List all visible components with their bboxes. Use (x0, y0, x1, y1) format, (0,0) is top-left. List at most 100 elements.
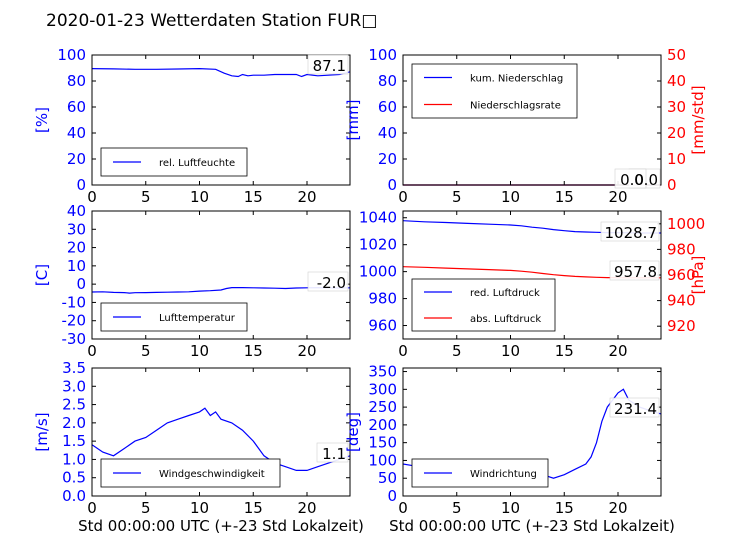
y-right-tick-label: 1000 (667, 215, 705, 233)
x-tick-label: 5 (141, 342, 151, 360)
y-tick-label: 1020 (359, 236, 397, 254)
legend-label-temperature-0: Lufttemperatur (159, 313, 236, 324)
y-tick-label: 60 (378, 98, 397, 116)
x-tick-label: 0 (87, 342, 97, 360)
y-tick-label: 40 (378, 124, 397, 142)
y-axis-label: [m/s] (33, 412, 51, 451)
y-right-tick-label: 0 (667, 176, 677, 194)
y-right-tick-label: 50 (667, 46, 686, 64)
y-tick-label: 0.0 (62, 487, 86, 505)
annotation-value-precipitation-1: 0.0 (620, 171, 644, 189)
x-tick-label: 0 (398, 342, 408, 360)
y-tick-label: 20 (378, 150, 397, 168)
y-tick-label: 80 (67, 72, 86, 90)
legend-box-precipitation (411, 63, 578, 119)
y-tick-label: 3.5 (62, 359, 86, 377)
y-right-tick-label: 20 (667, 124, 686, 142)
legend-label-wind_speed-0: Windgeschwindigkeit (159, 469, 265, 480)
y-tick-label: 40 (67, 202, 86, 220)
x-tick-label: 20 (608, 499, 627, 517)
x-tick-label: 15 (555, 342, 574, 360)
series-line-humidity-0 (91, 67, 351, 78)
y-tick-label: 200 (368, 416, 397, 434)
annotation-box-temperature-0 (307, 271, 349, 292)
legend-label-pressure-0: red. Luftdruck (470, 288, 540, 299)
y-tick-label: 3.0 (62, 377, 86, 395)
panel-wind_direction (402, 367, 662, 497)
y-axis-label: [deg] (344, 412, 362, 452)
x-tick-label: 10 (190, 342, 209, 360)
figure-title: 2020-01-23 Wetterdaten Station FUR□ (46, 11, 377, 31)
y-tick-label: 2.5 (62, 396, 86, 414)
y-right-tick-label: 40 (667, 72, 686, 90)
plot-frame-humidity (91, 54, 351, 186)
y-right-axis-label: [mm/std] (689, 85, 707, 154)
x-tick-label: 15 (555, 499, 574, 517)
y-tick-label: 80 (378, 72, 397, 90)
x-tick-label: 15 (555, 188, 574, 206)
annotation-value-wind_direction-0: 231.4 (614, 400, 657, 418)
x-tick-label: 15 (244, 188, 263, 206)
x-tick-label: 15 (244, 499, 263, 517)
annotation-box-wind_direction-0 (609, 397, 660, 418)
plot-frame-wind_direction (402, 367, 662, 497)
x-tick-label: 5 (141, 188, 151, 206)
x-tick-label: 10 (190, 188, 209, 206)
panel-pressure (402, 210, 662, 340)
y-right-tick-label: 940 (667, 292, 696, 310)
y-tick-label: 0.5 (62, 469, 86, 487)
y-tick-label: 100 (368, 451, 397, 469)
x-tick-label: 5 (141, 499, 151, 517)
x-tick-label: 10 (501, 188, 520, 206)
y-tick-label: 960 (368, 317, 397, 335)
x-tick-label: 20 (297, 188, 316, 206)
y-right-axis-label: [hPa] (689, 256, 707, 295)
legend-label-precipitation-1: Niederschlagsrate (470, 101, 561, 112)
x-tick-label: 10 (501, 499, 520, 517)
series-line-temperature-0 (91, 286, 351, 294)
y-right-tick-label: 920 (667, 317, 696, 335)
y-tick-label: 1040 (359, 209, 397, 227)
y-tick-label: 1000 (359, 263, 397, 281)
series-line-wind_speed-0 (91, 407, 351, 471)
annotation-value-humidity-0: 87.1 (313, 57, 346, 75)
annotation-box-precipitation-1 (614, 168, 647, 189)
annotation-box-wind_speed-0 (316, 442, 349, 463)
x-tick-label: 0 (87, 188, 97, 206)
y-tick-label: 150 (368, 434, 397, 452)
panel-humidity (91, 54, 351, 186)
y-tick-label: 1.5 (62, 432, 86, 450)
y-tick-label: 50 (378, 469, 397, 487)
x-tick-label: 10 (190, 499, 209, 517)
plot-frame-precipitation (402, 54, 662, 186)
y-tick-label: 2.0 (62, 414, 86, 432)
x-tick-label: 5 (452, 188, 462, 206)
y-tick-label: 10 (67, 257, 86, 275)
x-tick-label: 10 (501, 342, 520, 360)
y-tick-label: -30 (62, 330, 87, 348)
annotation-box-humidity-0 (307, 54, 349, 75)
legend-label-pressure-1: abs. Luftdruck (470, 314, 541, 325)
legend-label-humidity-0: rel. Luftfeuchte (159, 158, 235, 169)
plot-frame-temperature (91, 210, 351, 340)
y-tick-label: 0 (387, 487, 397, 505)
y-axis-label: [%] (33, 107, 51, 133)
y-tick-label: 250 (368, 398, 397, 416)
y-tick-label: 40 (67, 124, 86, 142)
y-axis-label: [C] (33, 264, 51, 286)
annotation-value-pressure-0: 1028.7 (605, 224, 658, 242)
x-tick-label: 0 (87, 499, 97, 517)
plot-frame-wind_speed (91, 367, 351, 497)
panel-temperature (91, 210, 351, 340)
annotation-value-wind_speed-0: 1.1 (322, 445, 346, 463)
panel-wind_speed (91, 367, 351, 497)
annotation-value-pressure-1: 957.8 (614, 263, 657, 281)
y-tick-label: 0 (387, 176, 397, 194)
x-tick-label: 5 (452, 342, 462, 360)
x-tick-label: 20 (608, 342, 627, 360)
x-tick-label: 15 (244, 342, 263, 360)
annotation-box-pressure-0 (600, 221, 660, 242)
y-tick-label: 100 (57, 46, 86, 64)
